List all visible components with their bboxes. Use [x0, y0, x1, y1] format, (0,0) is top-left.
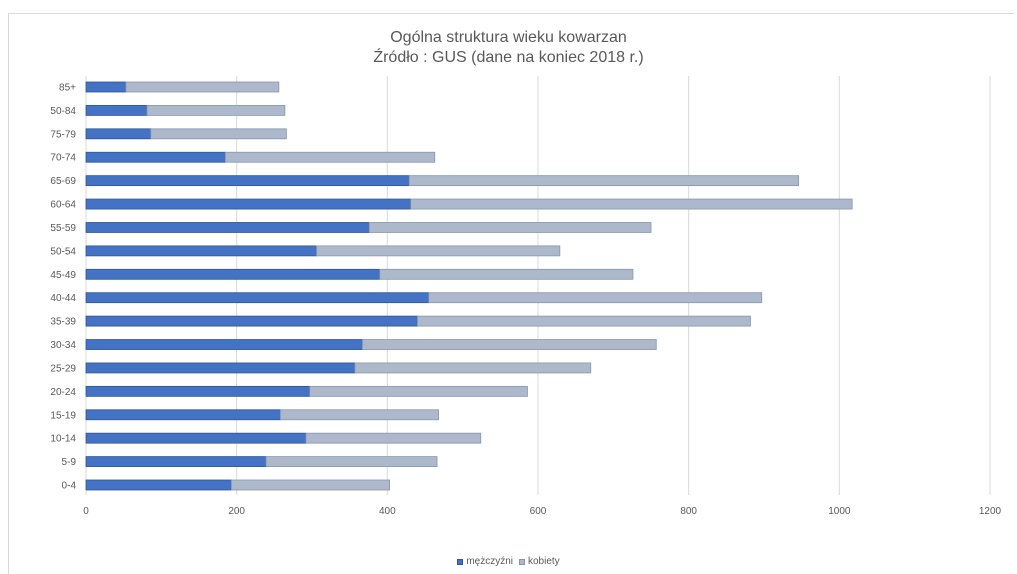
bar-women-85+ — [125, 81, 280, 93]
y-tick-label-5-9: 5-9 — [62, 457, 77, 468]
bar-women-50-54 — [316, 245, 561, 257]
bar-men-35-39 — [85, 315, 418, 327]
bar-men-55-59 — [85, 222, 370, 233]
chart-frame — [8, 13, 1014, 574]
y-tick-label-45-49: 45-49 — [50, 270, 76, 281]
bar-men-60-64 — [85, 198, 412, 210]
bar-men-50-84 — [85, 105, 148, 116]
bar-women-75-79 — [150, 128, 287, 140]
bar-men-20-24 — [85, 385, 311, 397]
y-tick-label-20-24: 20-24 — [50, 387, 76, 398]
legend-item-men: mężczyźni — [457, 556, 513, 567]
y-tick-label-75-79: 75-79 — [50, 129, 76, 140]
chart-title: Ogólna struktura wieku kowarzan — [390, 29, 627, 46]
y-tick-label-55-59: 55-59 — [50, 223, 76, 234]
legend-label-men: mężczyźni — [466, 556, 513, 567]
legend: mężczyźni kobiety — [0, 556, 1017, 567]
x-tick-label-800: 800 — [680, 506, 697, 517]
y-tick-label-50-84: 50-84 — [50, 106, 76, 117]
x-tick-label-1200: 1200 — [979, 506, 1002, 517]
bar-women-40-44 — [428, 292, 763, 304]
y-tick-label-40-44: 40-44 — [50, 293, 76, 304]
x-tick-label-0: 0 — [83, 506, 89, 517]
bar-men-85+ — [85, 81, 127, 93]
bar-men-50-54 — [85, 245, 317, 257]
bar-women-55-59 — [368, 222, 652, 233]
bar-women-30-34 — [362, 339, 657, 350]
bar-women-45-49 — [379, 268, 634, 280]
x-tick-label-1000: 1000 — [828, 506, 851, 517]
bar-women-20-24 — [309, 385, 528, 397]
legend-swatch-men — [457, 558, 464, 565]
y-tick-label-50-54: 50-54 — [50, 246, 76, 257]
bar-men-25-29 — [85, 362, 356, 374]
x-tick-label-400: 400 — [379, 506, 396, 517]
bar-women-10-14 — [305, 432, 482, 444]
y-tick-label-65-69: 65-69 — [50, 176, 76, 187]
legend-item-women: kobiety — [519, 556, 560, 567]
bar-men-40-44 — [85, 292, 430, 304]
bar-men-5-9 — [85, 456, 267, 467]
bar-men-45-49 — [85, 268, 381, 280]
legend-swatch-women — [519, 558, 525, 565]
bar-men-15-19 — [85, 409, 281, 421]
y-tick-label-85+: 85+ — [59, 83, 76, 94]
y-tick-label-10-14: 10-14 — [50, 434, 76, 445]
y-tick-label-15-19: 15-19 — [50, 410, 76, 421]
bar-women-65-69 — [408, 175, 800, 187]
bar-women-70-74 — [224, 151, 436, 163]
bar-women-50-84 — [146, 105, 286, 116]
y-tick-label-30-34: 30-34 — [50, 340, 76, 351]
legend-label-women: kobiety — [528, 556, 560, 567]
y-tick-label-60-64: 60-64 — [50, 200, 76, 211]
bar-women-35-39 — [417, 315, 751, 327]
bar-men-65-69 — [85, 175, 410, 187]
x-tick-label-600: 600 — [530, 506, 547, 517]
bar-women-15-19 — [279, 409, 439, 421]
bar-women-5-9 — [265, 456, 438, 467]
chart-subtitle: Źródło : GUS (dane na koniec 2018 r.) — [373, 49, 644, 66]
bar-women-0-4 — [230, 479, 390, 491]
y-tick-label-25-29: 25-29 — [50, 363, 76, 374]
bar-men-10-14 — [85, 432, 307, 444]
bar-men-70-74 — [85, 151, 226, 163]
y-tick-label-0-4: 0-4 — [62, 481, 77, 492]
bar-women-25-29 — [354, 362, 592, 374]
bar-men-30-34 — [85, 339, 363, 350]
y-tick-label-35-39: 35-39 — [50, 317, 76, 328]
bar-men-0-4 — [85, 479, 232, 491]
bar-women-60-64 — [410, 198, 853, 210]
x-tick-label-200: 200 — [228, 506, 245, 517]
bar-men-75-79 — [85, 128, 152, 140]
y-tick-label-70-74: 70-74 — [50, 153, 76, 164]
